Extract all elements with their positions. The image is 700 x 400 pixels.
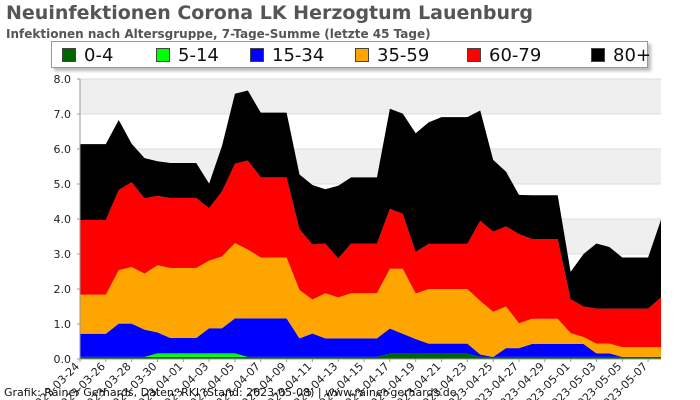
y-tick-label: 2.0 bbox=[54, 283, 72, 296]
plot-band bbox=[80, 79, 661, 114]
y-tick-label: 4.0 bbox=[54, 213, 72, 226]
legend-swatch bbox=[591, 48, 605, 62]
legend-item-35-59: 35-59 bbox=[355, 44, 429, 66]
legend-item-80+: 80+ bbox=[591, 44, 651, 66]
legend-swatch bbox=[467, 48, 481, 62]
area-series-5-14 bbox=[80, 353, 661, 357]
chart-title: Neuinfektionen Corona LK Herzogtum Lauen… bbox=[6, 2, 534, 24]
legend-label: 0-4 bbox=[84, 44, 114, 66]
area-series-80+ bbox=[80, 90, 661, 309]
legend-item-15-34: 15-34 bbox=[250, 44, 324, 66]
legend-label: 35-59 bbox=[377, 44, 430, 66]
area-series-15-34 bbox=[80, 318, 661, 357]
legend-swatch bbox=[355, 48, 369, 62]
legend-swatch bbox=[156, 48, 170, 62]
legend-label: 80+ bbox=[613, 44, 651, 66]
chart-legend: 0-4 5-14 15-34 35-59 60-79 80+ bbox=[51, 41, 651, 68]
y-tick-label: 3.0 bbox=[54, 248, 72, 261]
legend-swatch bbox=[250, 48, 264, 62]
legend-label: 15-34 bbox=[272, 44, 325, 66]
area-series-0-4 bbox=[80, 353, 661, 359]
y-tick-label: 1.0 bbox=[54, 318, 72, 331]
y-tick-label: 6.0 bbox=[54, 143, 72, 156]
legend-item-0-4: 0-4 bbox=[62, 44, 113, 66]
chart-footer: Grafik: Rainer Gerhards, Daten: RKI (Sta… bbox=[4, 386, 457, 399]
area-series-35-59 bbox=[80, 243, 661, 357]
y-tick-label: 7.0 bbox=[54, 108, 72, 121]
legend-label: 60-79 bbox=[489, 44, 542, 66]
plot-band bbox=[80, 114, 661, 149]
y-tick-label: 5.0 bbox=[54, 178, 72, 191]
y-tick-label: 0.0 bbox=[54, 353, 72, 366]
area-series-60-79 bbox=[80, 160, 661, 348]
y-tick-label: 8.0 bbox=[54, 73, 72, 86]
legend-swatch bbox=[62, 48, 76, 62]
chart-subtitle: Infektionen nach Altersgruppe, 7-Tage-Su… bbox=[6, 27, 431, 40]
legend-label: 5-14 bbox=[178, 44, 219, 66]
legend-item-60-79: 60-79 bbox=[467, 44, 541, 66]
legend-item-5-14: 5-14 bbox=[156, 44, 219, 66]
